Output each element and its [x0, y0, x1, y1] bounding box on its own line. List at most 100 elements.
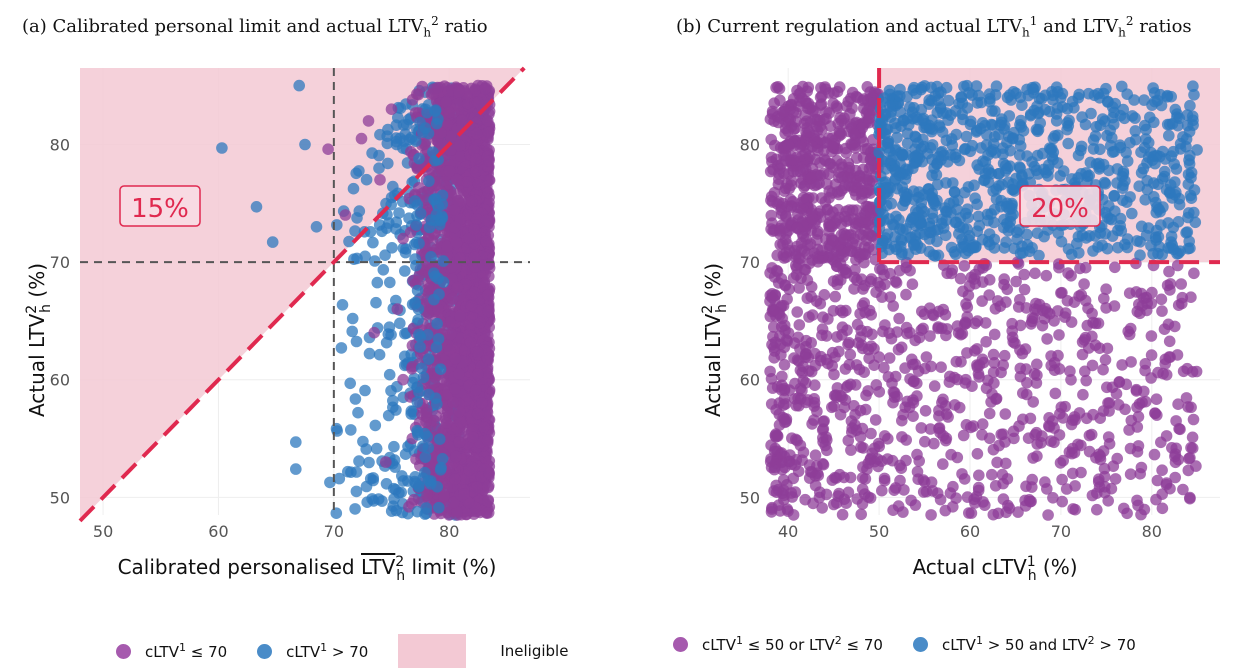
data-point: [466, 300, 478, 312]
data-point: [884, 352, 896, 364]
data-point: [1031, 304, 1043, 316]
data-point: [391, 216, 403, 228]
data-point: [902, 396, 914, 408]
data-point: [1133, 411, 1145, 423]
data-point: [467, 462, 479, 474]
data-point: [1104, 438, 1116, 450]
data-point: [1054, 170, 1066, 182]
data-point: [932, 487, 944, 499]
data-point: [919, 436, 931, 448]
data-point: [798, 192, 810, 204]
data-point: [812, 145, 824, 157]
data-point: [1136, 167, 1148, 179]
panel-a-title: (a) Calibrated personal limit and actual…: [22, 14, 488, 40]
data-point: [1026, 316, 1038, 328]
data-point: [988, 377, 1000, 389]
data-point: [780, 211, 792, 223]
data-point: [1057, 455, 1069, 467]
y-tick-label: 70: [50, 253, 70, 272]
data-point: [1067, 414, 1079, 426]
data-point: [420, 451, 432, 463]
data-point: [421, 490, 433, 502]
data-point: [1038, 231, 1050, 243]
data-point: [971, 125, 983, 137]
data-point: [1039, 476, 1051, 488]
data-point: [481, 214, 493, 226]
data-point: [849, 409, 861, 421]
data-point: [428, 294, 440, 306]
data-point: [821, 330, 833, 342]
data-point: [787, 155, 799, 167]
data-point: [1151, 393, 1163, 405]
data-point: [399, 265, 411, 277]
data-point: [988, 349, 1000, 361]
data-point: [766, 288, 778, 300]
data-point: [420, 407, 432, 419]
data-point: [1067, 468, 1079, 480]
data-point: [1146, 287, 1158, 299]
data-point: [787, 196, 799, 208]
data-point: [353, 165, 365, 177]
data-point: [385, 329, 397, 341]
data-point: [449, 222, 461, 234]
data-point: [837, 509, 849, 521]
data-point: [299, 139, 311, 151]
data-point: [937, 394, 949, 406]
data-point: [412, 382, 424, 394]
data-point: [1093, 163, 1105, 175]
data-point: [374, 349, 386, 361]
data-point: [1007, 178, 1019, 190]
data-point: [423, 175, 435, 187]
data-point: [483, 468, 495, 480]
data-point: [869, 443, 881, 455]
data-point: [770, 154, 782, 166]
data-point: [474, 317, 486, 329]
data-point: [381, 222, 393, 234]
data-point: [1188, 414, 1200, 426]
data-point: [991, 193, 1003, 205]
data-point: [351, 212, 363, 224]
data-point: [416, 81, 428, 93]
data-point: [847, 237, 859, 249]
data-point: [1151, 409, 1163, 421]
data-point: [1091, 504, 1103, 516]
data-point: [1164, 351, 1176, 363]
data-point: [803, 82, 815, 94]
data-point: [984, 408, 996, 420]
data-point: [1052, 130, 1064, 142]
data-point: [933, 405, 945, 417]
data-point: [788, 352, 800, 364]
data-point: [1052, 350, 1064, 362]
data-point: [959, 473, 971, 485]
annotation-text: 15%: [131, 194, 189, 224]
data-point: [1153, 231, 1165, 243]
data-point: [371, 443, 383, 455]
data-point: [811, 295, 823, 307]
data-point: [370, 297, 382, 309]
data-point: [918, 486, 930, 498]
data-point: [945, 449, 957, 461]
data-point: [923, 94, 935, 106]
data-point: [855, 509, 867, 521]
data-point: [783, 284, 795, 296]
data-point: [835, 305, 847, 317]
data-point: [1130, 125, 1142, 137]
data-point: [839, 493, 851, 505]
data-point: [1021, 389, 1033, 401]
data-point: [435, 464, 447, 476]
data-point: [1102, 495, 1114, 507]
data-point: [336, 342, 348, 354]
data-point: [826, 402, 838, 414]
data-point: [929, 380, 941, 392]
data-point: [1157, 503, 1169, 515]
data-point: [911, 378, 923, 390]
data-point: [977, 496, 989, 508]
data-point: [481, 235, 493, 247]
data-point: [781, 334, 793, 346]
data-point: [1155, 437, 1167, 449]
data-point: [893, 313, 905, 325]
data-point: [932, 151, 944, 163]
data-point: [766, 217, 778, 229]
data-point: [331, 507, 343, 519]
data-point: [937, 458, 949, 470]
